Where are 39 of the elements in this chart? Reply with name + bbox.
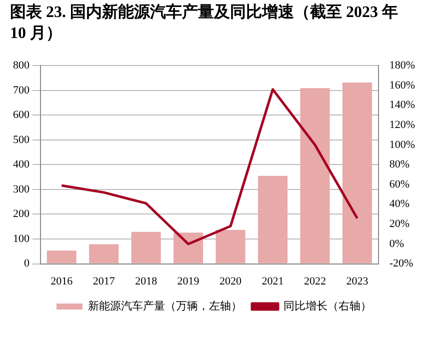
x-tick-label: 2023 xyxy=(346,275,369,288)
bar xyxy=(300,88,330,264)
y-tick-label: 600 xyxy=(13,109,30,122)
x-tick-label: 2017 xyxy=(92,275,116,288)
x-tick-label: 2022 xyxy=(304,275,326,288)
y2-tick-label: 80% xyxy=(389,158,410,171)
x-tick-label: 2020 xyxy=(220,275,242,288)
y-tick-label: 100 xyxy=(13,232,30,245)
y-tick-label: 200 xyxy=(13,208,30,220)
y-tick-label: 0 xyxy=(24,258,30,270)
y2-tick-label: 60% xyxy=(389,178,410,190)
y2-tick-label: 40% xyxy=(389,198,410,210)
x-tick-label: 2016 xyxy=(50,275,74,288)
bar xyxy=(258,176,288,264)
y2-tick-label: 180% xyxy=(389,59,416,72)
y-tick-label: 500 xyxy=(13,134,30,146)
y-tick-label: 300 xyxy=(13,183,30,196)
bar xyxy=(216,230,246,264)
bar xyxy=(131,232,161,264)
y2-tick-label: 100% xyxy=(389,138,416,151)
x-tick-label: 2021 xyxy=(262,275,284,288)
y2-tick-label: 20% xyxy=(389,218,410,230)
y2-tick-label: 0% xyxy=(389,238,404,250)
bar xyxy=(342,82,372,264)
y2-tick-label: 120% xyxy=(389,118,416,131)
bar xyxy=(174,232,204,264)
bar xyxy=(89,244,119,264)
y2-tick-label: 160% xyxy=(389,79,416,92)
y-tick-label: 800 xyxy=(13,59,30,72)
x-tick-label: 2019 xyxy=(177,275,200,288)
y-tick-label: 400 xyxy=(13,158,30,171)
chart-title: 图表 23. 国内新能源汽车产量及同比增速（截至 2023 年 10 月） xyxy=(10,2,399,44)
x-tick-label: 2018 xyxy=(135,275,158,288)
y-tick-label: 700 xyxy=(13,84,30,96)
legend-label: 同比增长（右轴） xyxy=(284,299,372,312)
bar xyxy=(46,250,76,264)
y2-tick-label: -20% xyxy=(389,258,414,270)
y2-tick-label: 140% xyxy=(389,99,416,112)
legend-label: 新能源汽车产量（万辆，左轴） xyxy=(88,299,242,312)
